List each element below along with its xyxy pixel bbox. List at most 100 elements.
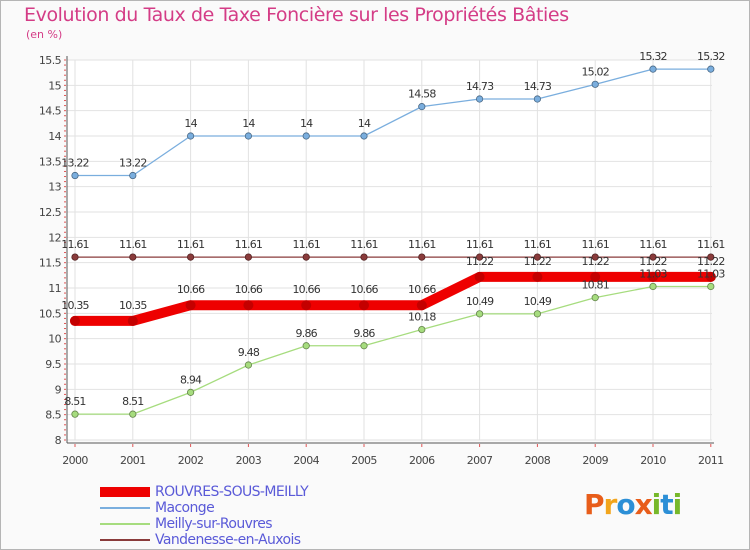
legend-label: Meilly-sur-Rouvres bbox=[155, 516, 273, 532]
data-label: 11.61 bbox=[292, 238, 320, 251]
y-tick-label: 9 bbox=[55, 383, 62, 396]
data-label: 11.61 bbox=[466, 238, 494, 251]
x-tick-label: 2003 bbox=[236, 454, 262, 467]
y-minor-tick bbox=[64, 176, 66, 178]
data-label: 10.49 bbox=[466, 295, 494, 308]
data-label: 11.22 bbox=[697, 255, 725, 268]
data-point bbox=[302, 253, 310, 261]
y-minor-tick bbox=[64, 333, 66, 335]
y-minor-tick bbox=[64, 287, 66, 289]
y-minor-tick bbox=[64, 160, 66, 162]
data-point bbox=[129, 171, 137, 180]
data-label: 11.61 bbox=[61, 238, 89, 251]
data-point bbox=[532, 271, 543, 282]
data-label: 10.81 bbox=[581, 279, 609, 292]
x-tick-label: 2008 bbox=[525, 454, 551, 467]
data-point bbox=[533, 310, 542, 318]
x-tick-label: 2011 bbox=[698, 454, 724, 467]
y-minor-tick bbox=[64, 236, 66, 238]
data-label: 11.03 bbox=[697, 267, 725, 280]
data-point bbox=[418, 253, 426, 261]
data-point bbox=[302, 342, 310, 350]
x-tick-label: 2006 bbox=[409, 454, 435, 467]
series-line-maconge bbox=[74, 68, 712, 177]
y-minor-tick bbox=[64, 328, 66, 330]
y-minor-tick bbox=[64, 262, 66, 264]
data-label: 9.48 bbox=[238, 346, 260, 359]
y-minor-tick bbox=[64, 135, 66, 137]
logo-letter: P bbox=[584, 488, 605, 521]
y-minor-tick bbox=[64, 398, 66, 400]
data-point bbox=[418, 325, 426, 334]
y-minor-tick bbox=[64, 79, 66, 81]
y-minor-tick bbox=[64, 196, 66, 198]
series-line-meilly-sur-rouvres bbox=[74, 285, 712, 415]
y-minor-tick bbox=[64, 165, 66, 167]
y-minor-tick bbox=[64, 302, 66, 304]
y-minor-tick bbox=[64, 409, 66, 411]
logo-letter: t bbox=[660, 488, 673, 521]
y-minor-tick bbox=[64, 292, 66, 294]
data-point bbox=[359, 300, 369, 311]
y-minor-tick bbox=[64, 221, 66, 223]
y-tick-label: 9.5 bbox=[45, 358, 61, 371]
data-label: 11.61 bbox=[408, 238, 436, 251]
x-minor-tick bbox=[710, 444, 712, 447]
x-minor-tick bbox=[536, 444, 538, 447]
y-minor-tick bbox=[64, 150, 66, 152]
y-minor-tick bbox=[64, 246, 66, 248]
data-point bbox=[244, 253, 252, 261]
legend-swatch bbox=[100, 487, 150, 497]
data-label: 11.61 bbox=[119, 238, 147, 251]
x-tick-label: 2007 bbox=[467, 454, 493, 467]
x-minor-tick bbox=[479, 444, 481, 447]
y-tick-label: 13 bbox=[48, 181, 61, 194]
y-minor-tick bbox=[64, 343, 66, 345]
y-tick-label: 12.5 bbox=[39, 206, 62, 219]
y-tick-label: 14 bbox=[48, 130, 61, 143]
y-tick-label: 15.5 bbox=[39, 54, 62, 67]
y-minor-tick bbox=[64, 69, 66, 71]
y-minor-tick bbox=[64, 373, 66, 375]
logo-letter: i bbox=[651, 488, 662, 521]
data-label: 11.61 bbox=[524, 238, 552, 251]
y-minor-tick bbox=[64, 429, 66, 431]
data-point bbox=[129, 410, 137, 418]
data-point bbox=[360, 342, 368, 350]
data-label: 13.22 bbox=[119, 157, 147, 170]
chart-title: Evolution du Taux de Taxe Foncière sur l… bbox=[24, 4, 569, 26]
y-minor-tick bbox=[64, 226, 66, 228]
data-point bbox=[533, 95, 542, 103]
data-point bbox=[649, 65, 657, 73]
x-tick-label: 2009 bbox=[582, 454, 608, 467]
data-label: 11.03 bbox=[639, 267, 667, 280]
data-label: 14 bbox=[184, 117, 197, 130]
y-minor-tick bbox=[64, 277, 66, 279]
y-minor-tick bbox=[64, 170, 66, 172]
data-point bbox=[707, 65, 715, 73]
data-point bbox=[244, 361, 252, 369]
data-label: 10.66 bbox=[177, 283, 205, 296]
data-label: 14 bbox=[300, 117, 313, 130]
data-label: 8.51 bbox=[64, 395, 85, 408]
data-point bbox=[187, 388, 195, 396]
y-minor-tick bbox=[64, 64, 66, 66]
data-point bbox=[418, 103, 426, 111]
y-minor-tick bbox=[64, 89, 66, 91]
x-minor-tick bbox=[594, 444, 596, 447]
y-tick-label: 13.5 bbox=[39, 155, 62, 168]
y-minor-tick bbox=[64, 216, 66, 218]
y-minor-tick bbox=[64, 100, 66, 102]
y-tick-label: 12 bbox=[48, 231, 61, 244]
data-label: 11.61 bbox=[350, 238, 378, 251]
y-minor-tick bbox=[64, 414, 66, 416]
x-minor-tick bbox=[421, 444, 423, 447]
y-tick-label: 10.5 bbox=[39, 307, 62, 320]
y-minor-tick bbox=[64, 130, 66, 132]
y-minor-tick bbox=[64, 206, 66, 208]
data-label: 9.86 bbox=[353, 327, 375, 340]
y-tick-label: 8 bbox=[55, 434, 62, 447]
y-minor-tick bbox=[64, 297, 66, 299]
y-minor-tick bbox=[64, 181, 66, 183]
